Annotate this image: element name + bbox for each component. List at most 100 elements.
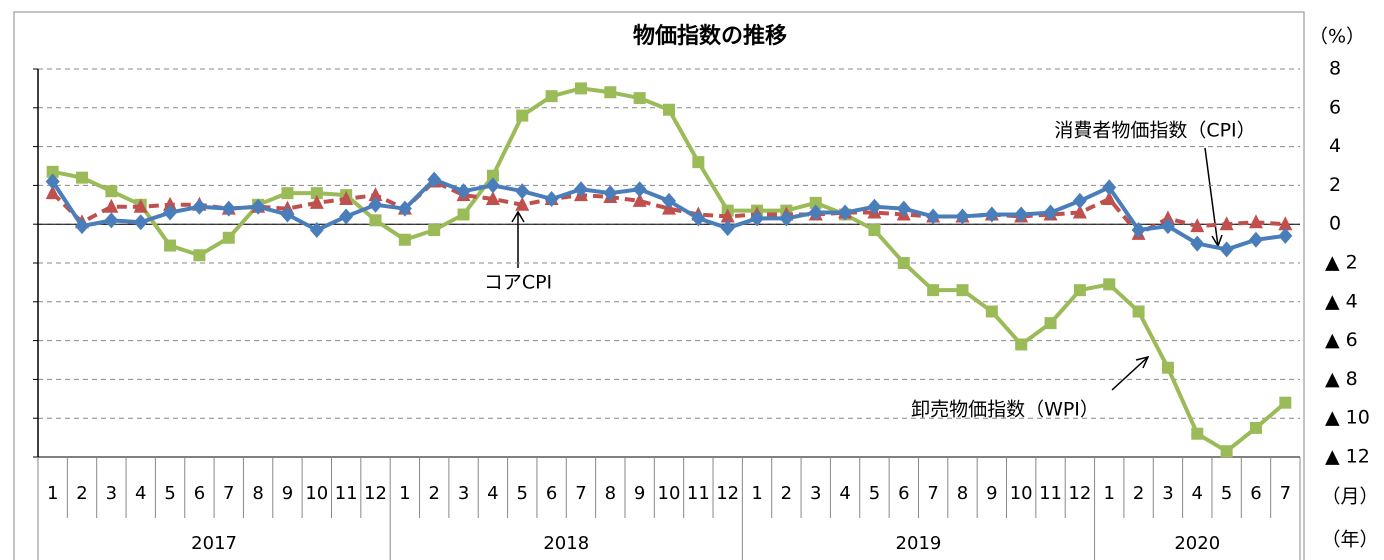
data-point — [1278, 227, 1293, 244]
data-point — [104, 212, 119, 229]
y-tick-label: ▲ 4 — [1325, 290, 1358, 312]
x-tick-label: 9 — [634, 483, 645, 504]
x-tick-label: 4 — [1192, 483, 1203, 504]
data-point — [133, 198, 148, 213]
data-point — [956, 284, 969, 297]
data-point — [368, 187, 383, 202]
data-point — [1160, 210, 1175, 225]
x-tick-label: 1 — [47, 483, 58, 504]
annotation: コアCPI — [484, 272, 552, 294]
data-point — [1191, 427, 1204, 440]
data-point — [163, 196, 178, 211]
x-tick-label: 8 — [252, 483, 263, 504]
data-point — [1278, 216, 1293, 231]
chart-title: 物価指数の推移 — [633, 23, 787, 49]
data-point — [720, 220, 735, 237]
x-tick-label: 2 — [1133, 483, 1144, 504]
x-tick-label: 4 — [135, 483, 146, 504]
x-tick-label: 10 — [1010, 483, 1033, 504]
data-point — [662, 192, 676, 209]
x-tick-label: 7 — [575, 483, 586, 504]
x-tick-label: 3 — [106, 483, 117, 504]
y-tick-label: ▲ 6 — [1325, 329, 1358, 351]
x-tick-label: 10 — [305, 483, 328, 504]
arrow-head — [1135, 355, 1150, 369]
data-point — [339, 208, 354, 225]
x-tick-label: 5 — [1221, 483, 1232, 504]
arrow — [1204, 147, 1219, 247]
data-point — [632, 192, 647, 207]
data-point — [896, 200, 911, 217]
x-tick-label: 3 — [810, 483, 821, 504]
data-point — [603, 185, 618, 202]
data-point — [1072, 192, 1087, 209]
arrow — [1111, 356, 1149, 391]
data-point — [397, 200, 412, 217]
x-tick-label: 11 — [687, 483, 710, 504]
data-point — [1102, 190, 1117, 205]
year-label: 2020 — [1174, 533, 1220, 554]
arrow-head — [511, 210, 525, 223]
data-point — [632, 181, 647, 198]
data-point — [428, 224, 441, 237]
data-point — [926, 208, 941, 225]
data-point — [1014, 206, 1029, 223]
x-tick-label: 9 — [282, 483, 293, 504]
x-tick-label: 1 — [399, 483, 410, 504]
data-point — [1248, 214, 1263, 229]
x-tick-label: 12 — [1068, 483, 1091, 504]
data-point — [574, 82, 587, 95]
data-point — [633, 92, 646, 105]
data-point — [1131, 222, 1146, 239]
data-point — [604, 86, 617, 99]
data-point — [1043, 204, 1058, 221]
data-point — [456, 183, 471, 200]
month-unit: （月） — [1321, 486, 1378, 508]
data-point — [193, 249, 206, 262]
data-point — [457, 208, 470, 221]
y-unit: （%） — [1309, 26, 1365, 48]
x-tick-label: 5 — [517, 483, 528, 504]
x-tick-label: 7 — [927, 483, 938, 504]
year-label: 2019 — [896, 533, 942, 554]
data-point — [1279, 396, 1292, 409]
data-point — [515, 196, 530, 211]
y-tick-label: 8 — [1329, 58, 1341, 80]
data-point — [867, 198, 882, 215]
x-tick-label: 11 — [335, 483, 358, 504]
data-point — [280, 206, 295, 223]
data-point — [339, 190, 354, 205]
data-point — [897, 257, 910, 269]
x-tick-label: 12 — [364, 483, 387, 504]
data-point — [984, 206, 999, 223]
data-point — [1161, 361, 1174, 374]
series-line — [52, 86, 1287, 454]
y-tick-label: ▲ 10 — [1325, 407, 1370, 429]
data-point — [1190, 235, 1205, 252]
x-tick-label: 10 — [658, 483, 681, 504]
data-point — [164, 239, 177, 252]
x-tick-label: 4 — [839, 483, 850, 504]
x-tick-label: 2 — [428, 483, 439, 504]
x-tick-label: 6 — [1250, 483, 1261, 504]
data-point — [398, 233, 411, 246]
data-point — [485, 190, 500, 205]
data-point — [808, 204, 823, 221]
x-tick-label: 1 — [751, 483, 762, 504]
data-point — [692, 156, 705, 169]
data-point — [1132, 305, 1145, 318]
x-tick-label: 7 — [223, 483, 234, 504]
data-point — [1015, 338, 1028, 351]
year-label: 2017 — [191, 533, 237, 554]
data-point — [1220, 445, 1233, 458]
data-point — [221, 200, 236, 217]
data-point — [545, 90, 558, 103]
x-tick-label: 9 — [986, 483, 997, 504]
x-tick-label: 2 — [781, 483, 792, 504]
data-point — [1219, 241, 1234, 258]
data-point — [985, 305, 998, 318]
year-unit: （年） — [1321, 529, 1378, 551]
data-point — [1072, 204, 1087, 219]
x-tick-label: 12 — [716, 483, 739, 504]
